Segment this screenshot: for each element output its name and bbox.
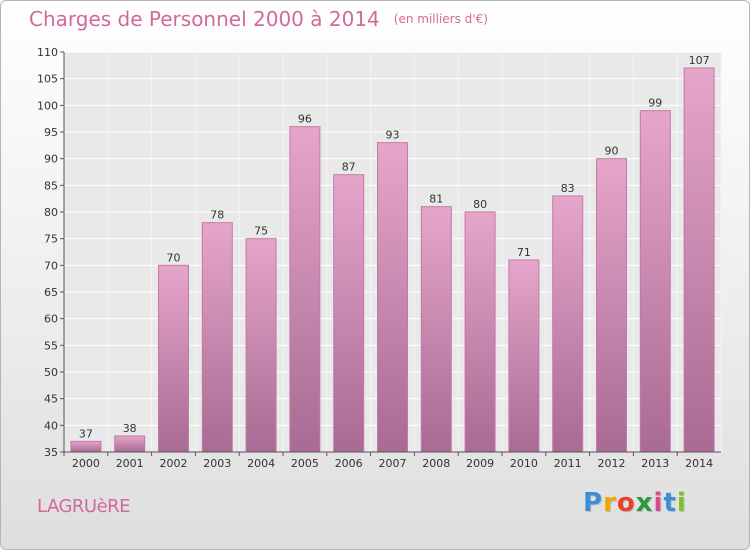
y-tick-label: 95 xyxy=(44,126,58,139)
y-tick-label: 90 xyxy=(44,153,58,166)
data-label: 38 xyxy=(123,422,137,435)
bar xyxy=(70,440,102,453)
x-tick-label: 2007 xyxy=(379,457,407,470)
y-tick-label: 105 xyxy=(37,73,58,86)
logo-letter: i xyxy=(676,488,687,518)
x-tick-label: 2006 xyxy=(335,457,363,470)
x-tick-label: 2012 xyxy=(598,457,626,470)
data-label: 78 xyxy=(210,209,224,222)
bar xyxy=(333,174,365,453)
y-tick-label: 35 xyxy=(44,446,58,459)
logo-letter: o xyxy=(616,488,636,518)
chart-unit: (en milliers d'€) xyxy=(393,12,488,26)
y-tick-label: 60 xyxy=(44,313,58,326)
y-tick-label: 80 xyxy=(44,206,58,219)
y-tick-label: 70 xyxy=(44,259,58,272)
x-tick-label: 2011 xyxy=(554,457,582,470)
x-tick-label: 2010 xyxy=(510,457,538,470)
data-label: 96 xyxy=(298,113,312,126)
bar xyxy=(683,67,715,453)
data-label: 107 xyxy=(689,54,710,67)
data-label: 70 xyxy=(167,251,181,264)
data-label: 99 xyxy=(648,97,662,110)
logo-letter: x xyxy=(635,488,654,518)
x-tick-label: 2004 xyxy=(247,457,275,470)
data-label: 37 xyxy=(79,427,93,440)
town-name: LAGRUèRE xyxy=(37,496,131,517)
chart-title-text: Charges de Personnel 2000 à 2014 xyxy=(29,7,380,31)
data-label: 83 xyxy=(561,182,575,195)
data-label: 81 xyxy=(429,193,443,206)
x-tick-label: 2000 xyxy=(72,457,100,470)
x-tick-label: 2014 xyxy=(685,457,713,470)
y-tick-label: 110 xyxy=(37,46,58,59)
logo-letter: t xyxy=(663,488,677,518)
bar xyxy=(114,435,146,453)
logo-letter: P xyxy=(583,488,604,518)
bar xyxy=(464,211,496,453)
y-tick-label: 75 xyxy=(44,233,58,246)
data-label: 80 xyxy=(473,198,487,211)
bar xyxy=(377,142,408,453)
bar xyxy=(420,206,452,453)
x-tick-label: 2001 xyxy=(116,457,144,470)
data-label: 71 xyxy=(517,246,531,259)
bar xyxy=(552,195,584,453)
proxiti-logo: Proxiti xyxy=(583,488,687,518)
y-tick-label: 65 xyxy=(44,286,58,299)
chart-title: Charges de Personnel 2000 à 2014 (en mill… xyxy=(29,7,488,31)
x-tick-label: 2008 xyxy=(422,457,450,470)
logo-letter: i xyxy=(653,488,664,518)
data-label: 93 xyxy=(386,129,400,142)
bar xyxy=(289,126,321,453)
x-tick-label: 2003 xyxy=(203,457,231,470)
y-tick-label: 100 xyxy=(37,99,58,112)
x-tick-label: 2013 xyxy=(641,457,669,470)
bar xyxy=(508,259,540,453)
y-tick-label: 55 xyxy=(44,339,58,352)
data-label: 75 xyxy=(254,225,268,238)
data-label: 90 xyxy=(605,145,619,158)
data-label: 87 xyxy=(342,161,356,174)
x-tick-label: 2009 xyxy=(466,457,494,470)
bar xyxy=(639,110,671,453)
logo-letter: r xyxy=(603,488,617,518)
y-tick-label: 50 xyxy=(44,366,58,379)
bar xyxy=(201,222,233,453)
y-tick-label: 45 xyxy=(44,393,58,406)
x-tick-label: 2002 xyxy=(160,457,188,470)
y-tick-label: 40 xyxy=(44,419,58,432)
y-tick-label: 85 xyxy=(44,179,58,192)
x-tick-label: 2005 xyxy=(291,457,319,470)
bar xyxy=(596,158,627,453)
bar xyxy=(158,264,189,453)
bar xyxy=(245,238,277,453)
